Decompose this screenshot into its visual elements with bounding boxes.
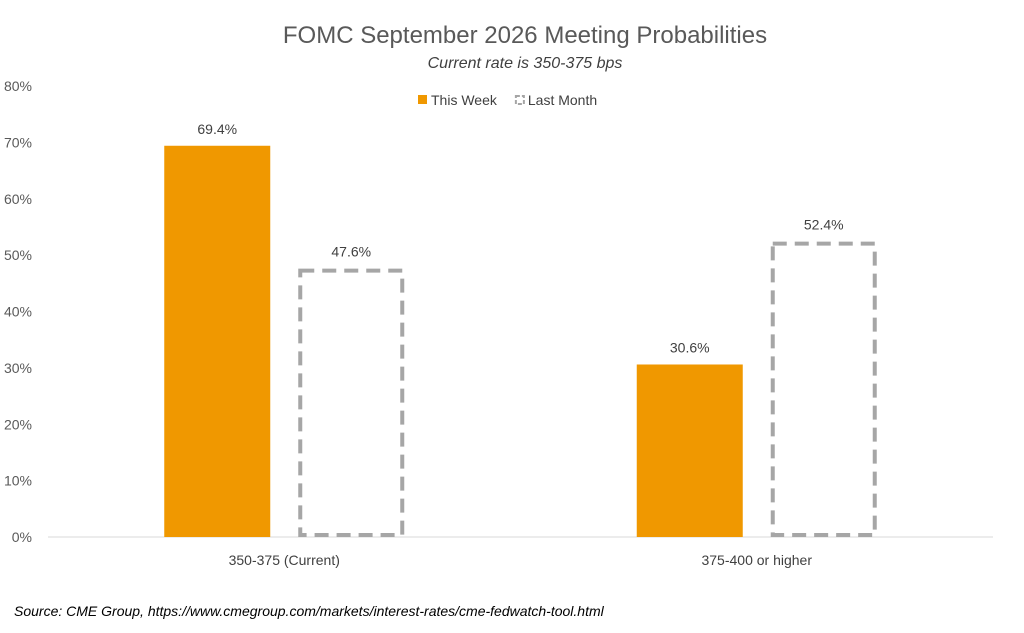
y-tick-label: 70%: [4, 134, 32, 150]
bar-this-week: [636, 364, 743, 537]
data-label: 47.6%: [331, 244, 371, 260]
bar-this-week: [164, 145, 271, 537]
y-tick-label: 10%: [4, 473, 32, 489]
bar-last-month: [770, 241, 877, 537]
legend-swatch-last-month: [514, 95, 525, 105]
y-tick-label: 60%: [4, 191, 32, 207]
y-tick-label: 50%: [4, 247, 32, 263]
chart-title: FOMC September 2026 Meeting Probabilitie…: [283, 22, 767, 49]
y-tick-label: 30%: [4, 360, 32, 376]
y-tick-label: 40%: [4, 304, 32, 320]
legend-label: This Week: [431, 92, 498, 108]
bars: [164, 145, 877, 537]
chart-svg: FOMC September 2026 Meeting Probabilitie…: [4, 22, 993, 568]
chart-subtitle: Current rate is 350-375 bps: [428, 55, 623, 72]
bar-last-month: [298, 268, 405, 537]
data-label: 30.6%: [670, 339, 710, 355]
y-tick-label: 20%: [4, 416, 32, 432]
data-label: 69.4%: [197, 121, 237, 137]
y-tick-label: 0%: [12, 529, 32, 545]
legend-label: Last Month: [528, 92, 597, 108]
x-category-label: 350-375 (Current): [229, 552, 340, 568]
y-tick-label: 80%: [4, 78, 32, 94]
data-labels: 69.4% 47.6% 30.6% 52.4%: [197, 121, 843, 356]
y-axis: 0% 10% 20% 30% 40% 50% 60% 70% 80%: [4, 78, 32, 545]
x-category-label: 375-400 or higher: [701, 552, 812, 568]
x-axis: 350-375 (Current) 375-400 or higher: [48, 536, 993, 568]
data-label: 52.4%: [804, 217, 844, 233]
legend-swatch-this-week: [418, 95, 427, 104]
legend: This Week Last Month: [418, 92, 597, 108]
source-note: Source: CME Group, https://www.cmegroup.…: [14, 603, 604, 619]
